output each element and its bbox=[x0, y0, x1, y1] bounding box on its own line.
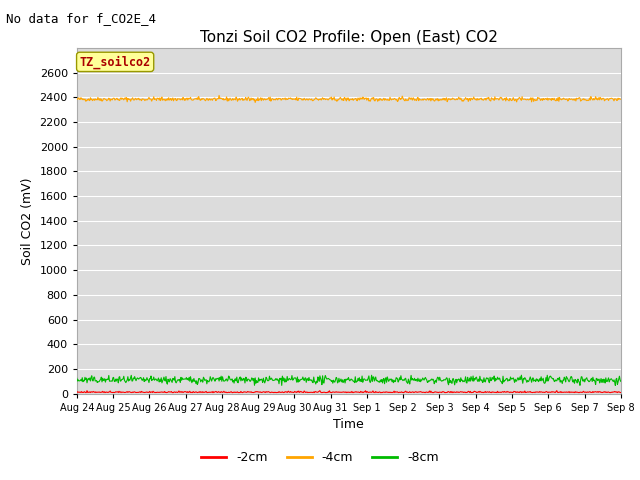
Text: No data for f_CO2E_4: No data for f_CO2E_4 bbox=[6, 12, 156, 25]
Text: TZ_soilco2: TZ_soilco2 bbox=[79, 55, 151, 69]
Title: Tonzi Soil CO2 Profile: Open (East) CO2: Tonzi Soil CO2 Profile: Open (East) CO2 bbox=[200, 30, 498, 46]
X-axis label: Time: Time bbox=[333, 418, 364, 431]
Legend: -2cm, -4cm, -8cm: -2cm, -4cm, -8cm bbox=[196, 446, 444, 469]
Y-axis label: Soil CO2 (mV): Soil CO2 (mV) bbox=[21, 177, 34, 264]
